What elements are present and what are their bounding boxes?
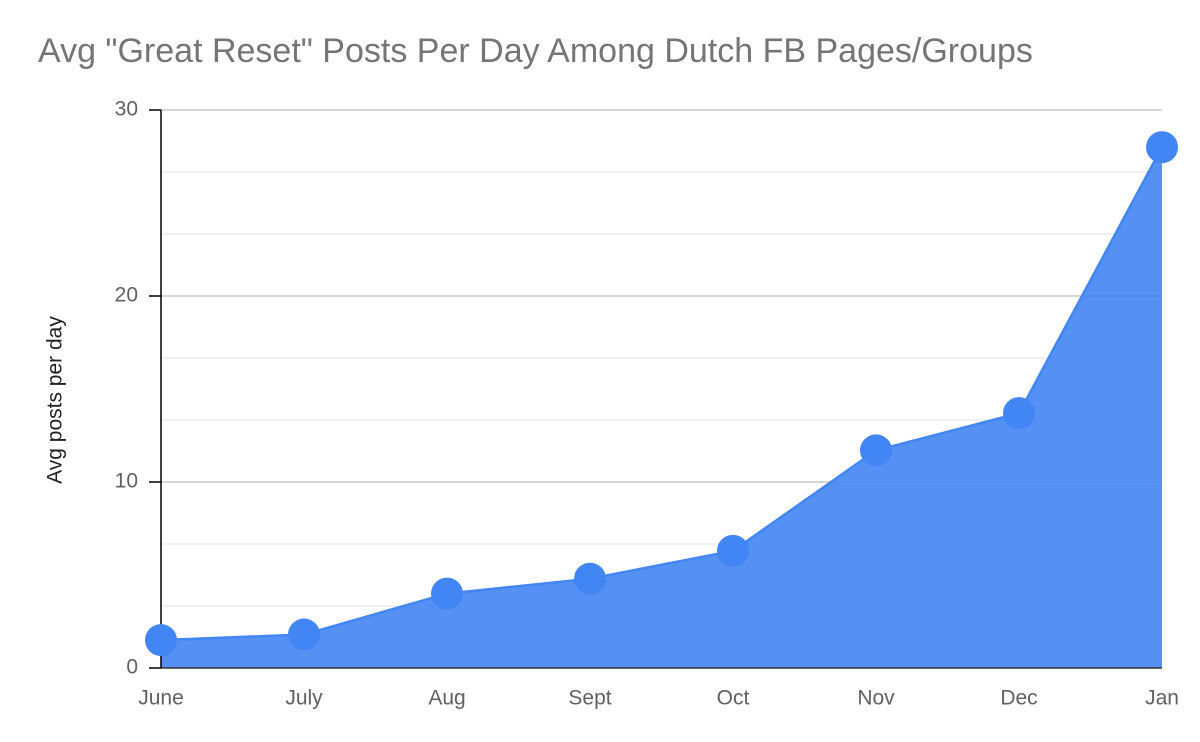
data-point	[860, 434, 892, 467]
x-tick-label: July	[285, 687, 323, 710]
data-point	[1003, 397, 1035, 430]
y-tick-label: 30	[115, 98, 138, 121]
area-fill	[161, 147, 1162, 668]
y-axis-title: Avg posts per day	[44, 316, 67, 484]
x-tick-label: Jan	[1145, 687, 1179, 710]
x-tick-label: Nov	[857, 687, 895, 710]
y-tick-label: 10	[115, 470, 138, 493]
data-point	[288, 618, 320, 651]
y-tick-label: 20	[115, 284, 138, 307]
x-tick-label: Oct	[717, 687, 750, 710]
data-point	[431, 577, 463, 610]
series-line	[160, 146, 1164, 642]
x-tick-label: June	[138, 687, 184, 710]
area-layer	[160, 146, 1164, 668]
y-tick-label: 0	[126, 656, 138, 679]
tick-labels: 0 10 20 30 June July Aug Sept Oct Nov Dec Jan	[115, 98, 1179, 710]
axes	[149, 109, 1162, 669]
x-tick-label: Aug	[428, 687, 465, 710]
x-tick-label: Sept	[568, 687, 611, 710]
data-point	[145, 624, 177, 657]
data-point	[574, 562, 606, 595]
chart-title: Avg "Great Reset" Posts Per Day Among Du…	[38, 32, 1033, 70]
data-point	[1146, 131, 1178, 164]
gridlines	[161, 109, 1162, 607]
data-points	[145, 131, 1178, 657]
data-point	[717, 534, 749, 567]
x-tick-label: Dec	[1000, 687, 1037, 710]
